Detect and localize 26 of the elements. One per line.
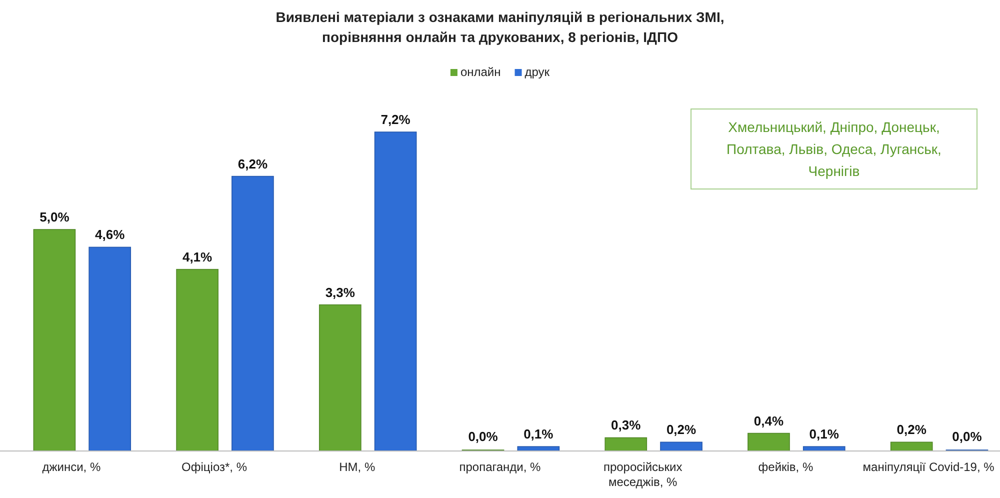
x-tick-label: НМ, % xyxy=(339,460,376,474)
data-label: 0,0% xyxy=(952,429,982,444)
data-label: 0,4% xyxy=(754,413,784,428)
annotation: Хмельницький, Дніпро, Донецьк, Полтава, Львів, Одеса, Луганськ, Чернігів xyxy=(726,119,942,179)
x-tick-label: Офіціоз*, % xyxy=(182,460,248,474)
note-box: Хмельницький, Дніпро, Донецьк, Полтава, Львів, Одеса, Луганськ, Чернігів xyxy=(690,108,978,190)
data-label: 5,0% xyxy=(40,209,70,224)
x-tick-label: проросійських меседжів, % xyxy=(603,460,682,489)
data-label: 7,2% xyxy=(380,112,411,127)
data-label: 0,1% xyxy=(809,426,840,442)
chart-title: Виявлені матеріали з ознаками маніпуляцій в регіональних ЗМІ, порівняння онлайн та друкованих, 8 регіонів, ІДПО xyxy=(276,9,724,45)
data-label: 0,2% xyxy=(666,422,697,438)
x-tick-label: фейків, % xyxy=(758,460,814,474)
data-label: 6,2% xyxy=(238,156,268,172)
data-label: 0,3% xyxy=(611,418,642,433)
x-tick-label: пропаганди, % xyxy=(459,460,542,474)
data-label: 0,1% xyxy=(524,426,554,442)
data-label: 0,2% xyxy=(896,422,927,438)
legend-label: друк xyxy=(524,65,550,79)
x-tick-label: маніпуляції Covid-19, % xyxy=(862,460,995,474)
x-tick-label: джинси, % xyxy=(42,460,101,474)
data-label: 3,3% xyxy=(325,284,356,300)
data-label: 0,0% xyxy=(468,429,498,444)
data-label: 4,6% xyxy=(95,227,126,242)
legend-label: онлайн xyxy=(460,65,501,79)
data-label: 4,1% xyxy=(182,249,213,264)
